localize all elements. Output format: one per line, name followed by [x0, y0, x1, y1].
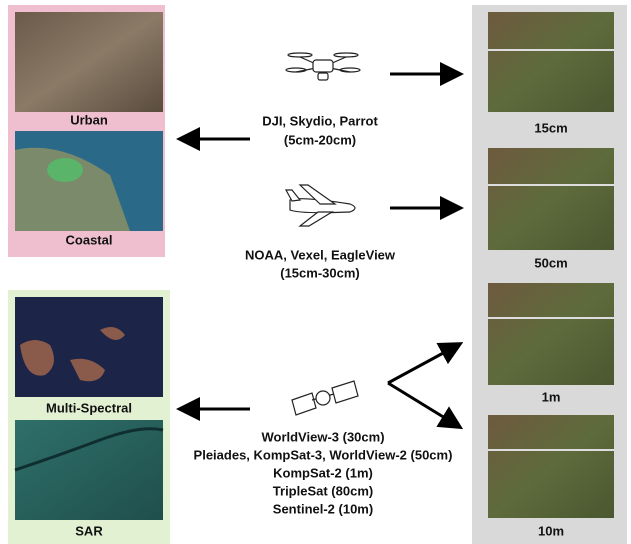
arrow [387, 381, 464, 430]
satellite-line: WorldView-3 (30cm) [261, 429, 384, 444]
label: SAR [75, 523, 103, 538]
label: Multi-Spectral [46, 400, 132, 415]
satellite-line: TripleSat (80cm) [273, 483, 373, 498]
source-range: (5cm-20cm) [284, 132, 356, 147]
label: Urban [70, 112, 108, 127]
farm-image [488, 415, 614, 518]
satellite-line: Pleiades, KompSat-3, WorldView-2 (50cm) [194, 447, 453, 462]
drone-icon [285, 52, 361, 81]
sar-river [14, 427, 164, 472]
urban-image [15, 12, 163, 112]
satellite-icon [291, 380, 359, 416]
arrows [176, 62, 464, 430]
label: 15cm [534, 120, 567, 135]
source-name: DJI, Skydio, Parrot [262, 113, 378, 128]
satellite-line: KompSat-2 (1m) [273, 465, 373, 480]
resolution-images [488, 12, 614, 518]
farm-image [488, 283, 614, 385]
coastal-pond [47, 158, 83, 182]
arrow [387, 342, 464, 385]
label: 10m [538, 523, 564, 538]
sar-image [15, 420, 163, 520]
island [20, 326, 125, 382]
label: 1m [542, 389, 561, 404]
source-name: NOAA, Vexel, EagleView [245, 247, 396, 262]
satellite-line: Sentinel-2 (10m) [273, 501, 373, 516]
source-range: (15cm-30cm) [280, 265, 360, 280]
label: Coastal [66, 232, 113, 247]
coastal-land [15, 147, 130, 231]
plane-icon [284, 184, 356, 227]
label: 50cm [534, 255, 567, 270]
farm-image [488, 12, 614, 112]
farm-image [488, 148, 614, 250]
